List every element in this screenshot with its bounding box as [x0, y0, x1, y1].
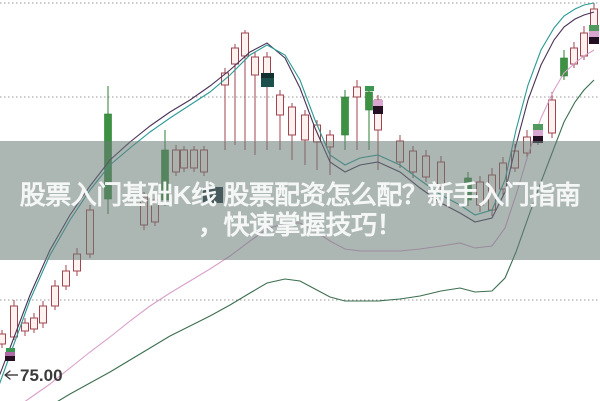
svg-text:75.00: 75.00	[20, 366, 63, 385]
